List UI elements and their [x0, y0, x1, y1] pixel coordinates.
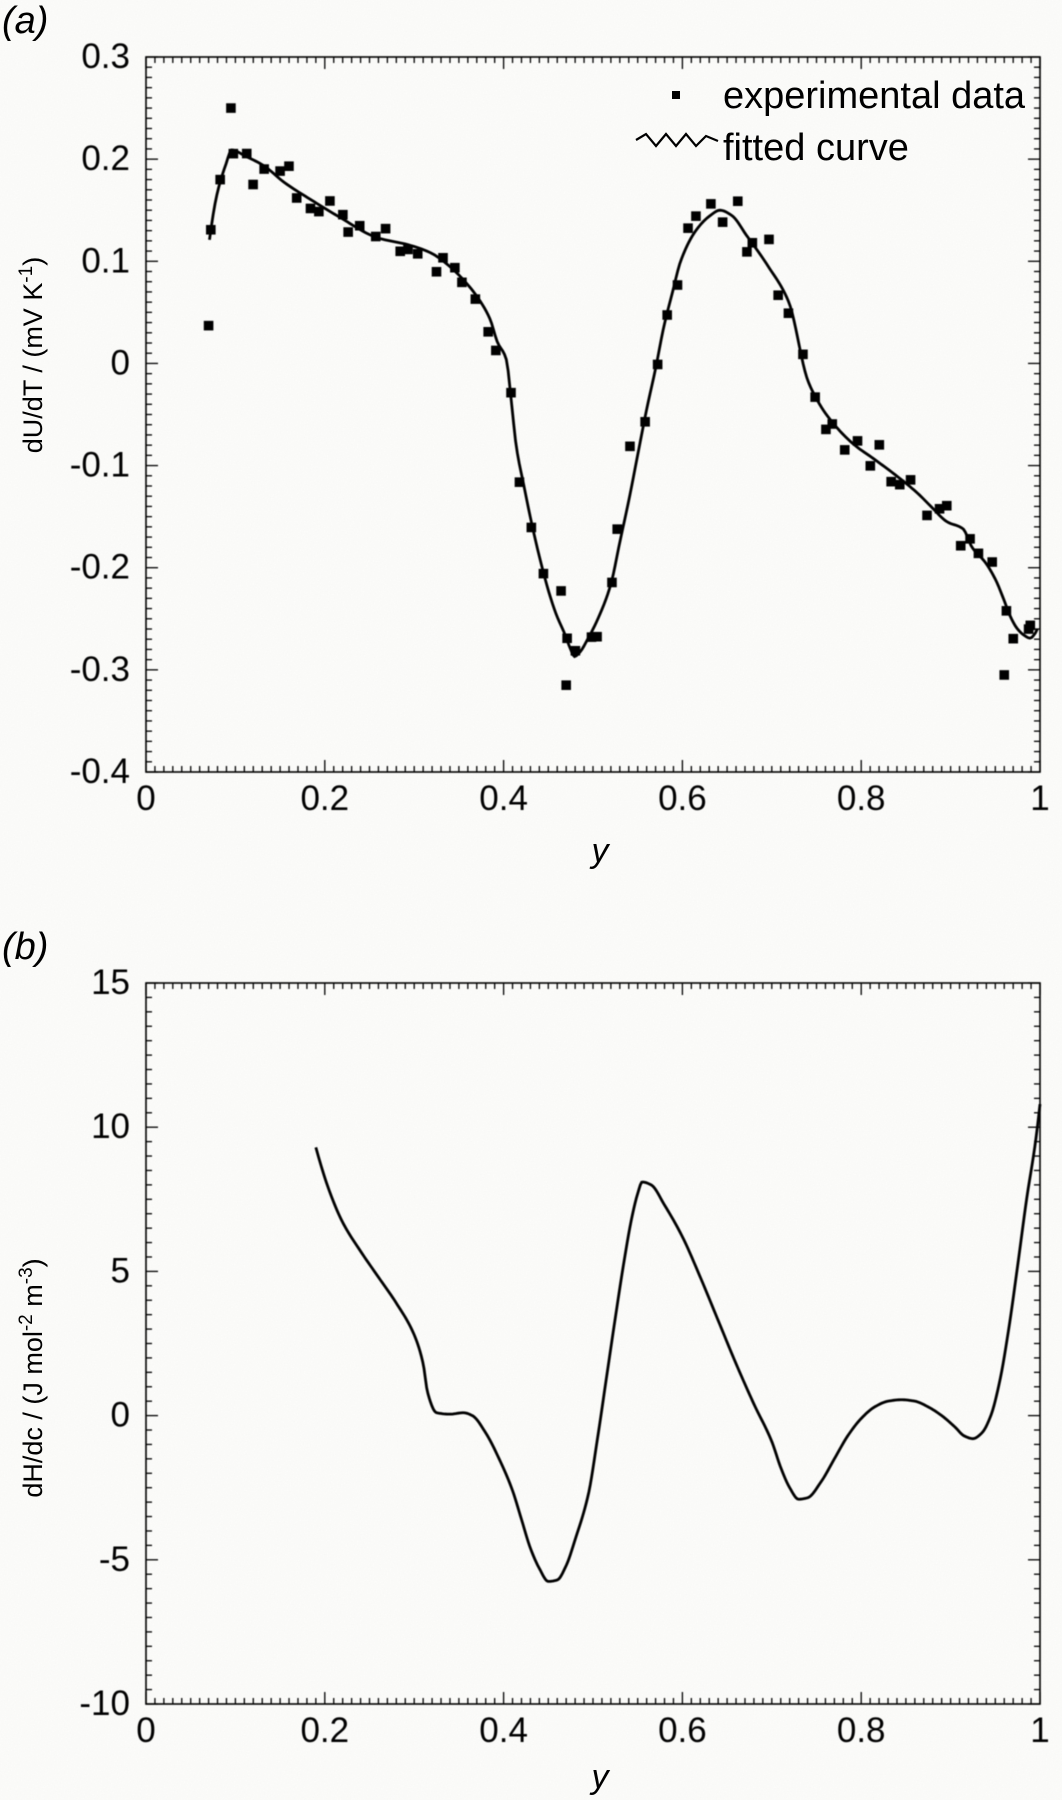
svg-text:y: y	[590, 1758, 611, 1796]
svg-text:y: y	[590, 832, 611, 870]
svg-text:fitted curve: fitted curve	[723, 127, 909, 169]
svg-text:dH/dc / (J mol-2 m-3): dH/dc / (J mol-2 m-3)	[16, 1258, 49, 1497]
svg-text:experimental data: experimental data	[723, 75, 1026, 117]
svg-text:(a): (a)	[2, 0, 48, 42]
svg-text:dU/dT / (mV K-1): dU/dT / (mV K-1)	[16, 257, 49, 453]
svg-text:(b): (b)	[2, 926, 48, 968]
